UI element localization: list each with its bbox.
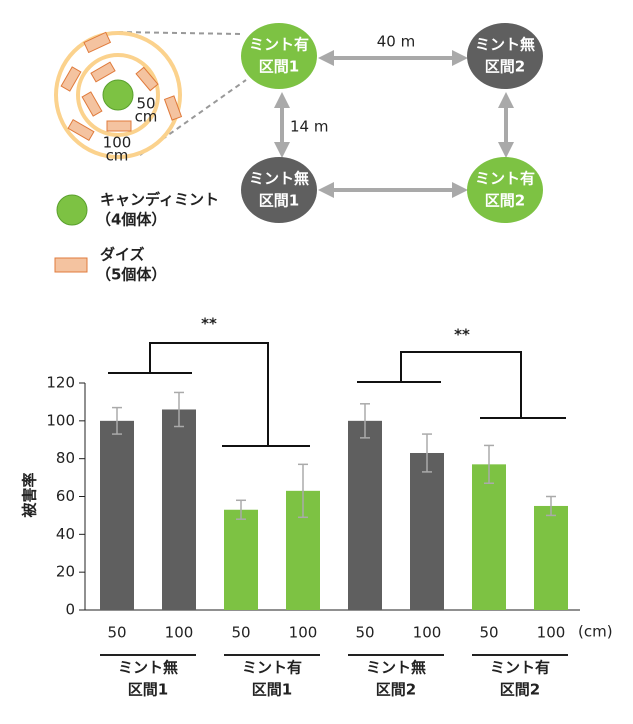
ring-label: cm bbox=[135, 108, 158, 126]
node-label: 区間1 bbox=[259, 58, 299, 76]
x-tick-label: 50 bbox=[355, 624, 374, 642]
significance-bracket bbox=[108, 342, 310, 447]
node-label: ミント有 bbox=[249, 36, 309, 54]
group-label: 区間2 bbox=[500, 681, 540, 699]
y-tick-label: 80 bbox=[56, 449, 75, 467]
y-tick-label: 120 bbox=[46, 374, 75, 392]
x-unit: (cm) bbox=[578, 623, 613, 641]
x-tick-label: 100 bbox=[165, 624, 194, 642]
x-tick-label: 50 bbox=[231, 624, 250, 642]
group-label: ミント無 bbox=[366, 659, 426, 677]
bar bbox=[472, 464, 506, 610]
legend-mint bbox=[56, 194, 88, 226]
node: ミント無 区間1 bbox=[241, 157, 317, 223]
node-label: 区間1 bbox=[259, 192, 299, 210]
node-shape bbox=[467, 157, 543, 223]
group-label: ミント有 bbox=[490, 659, 550, 677]
significance-label: ** bbox=[201, 315, 217, 333]
legend-label: （5個体） bbox=[96, 266, 166, 284]
ring-label: 50 bbox=[136, 95, 155, 113]
bar bbox=[224, 509, 258, 610]
zoom-line bbox=[117, 31, 241, 35]
ring-label: cm bbox=[106, 147, 129, 165]
x-tick-label: 100 bbox=[537, 624, 566, 642]
y-tick-label: 40 bbox=[56, 525, 75, 543]
y-tick-label: 60 bbox=[56, 487, 75, 505]
mint-icon bbox=[102, 79, 134, 111]
group-label: 区間1 bbox=[128, 681, 168, 699]
node-label: ミント無 bbox=[475, 36, 535, 54]
node-label: 区間2 bbox=[485, 192, 525, 210]
node-shape bbox=[241, 157, 317, 223]
y-tick-label: 20 bbox=[56, 563, 75, 581]
node-shape bbox=[467, 23, 543, 89]
ring-outer bbox=[54, 31, 182, 159]
group-label: 区間1 bbox=[252, 681, 292, 699]
group-label: 区間2 bbox=[376, 681, 416, 699]
node-label: ミント有 bbox=[475, 170, 535, 188]
legend-label: （4個体） bbox=[96, 211, 166, 229]
legend-label: ダイズ bbox=[100, 246, 145, 264]
y-axis-label: 被害率 bbox=[21, 472, 39, 517]
distance-label: 40 m bbox=[377, 33, 415, 51]
bar bbox=[162, 409, 196, 610]
x-tick-label: 50 bbox=[479, 624, 498, 642]
node: ミント有 区間1 bbox=[241, 23, 317, 89]
bar bbox=[410, 452, 444, 610]
x-tick-label: 100 bbox=[289, 624, 318, 642]
x-tick-label: 100 bbox=[413, 624, 442, 642]
node-shape bbox=[241, 23, 317, 89]
node: ミント無 区間2 bbox=[467, 23, 543, 89]
ring-inner bbox=[76, 53, 160, 137]
ring-label: 100 bbox=[103, 134, 132, 152]
significance-label: ** bbox=[454, 326, 470, 344]
x-tick-label: 50 bbox=[107, 624, 126, 642]
soy-icons bbox=[60, 31, 183, 142]
legend-label: キャンディミント bbox=[100, 191, 219, 209]
distance-label: 14 m bbox=[290, 118, 328, 136]
node: ミント有 区間2 bbox=[467, 157, 543, 223]
bar bbox=[348, 420, 382, 610]
node-label: 区間2 bbox=[485, 58, 525, 76]
bar bbox=[100, 420, 134, 610]
y-tick-label: 0 bbox=[65, 601, 75, 619]
node-label: ミント無 bbox=[249, 170, 309, 188]
significance-bracket bbox=[357, 351, 566, 419]
bar bbox=[534, 505, 568, 610]
legend-soy bbox=[54, 257, 88, 273]
group-label: ミント有 bbox=[242, 659, 302, 677]
group-label: ミント無 bbox=[118, 659, 178, 677]
y-tick-label: 100 bbox=[46, 411, 75, 429]
